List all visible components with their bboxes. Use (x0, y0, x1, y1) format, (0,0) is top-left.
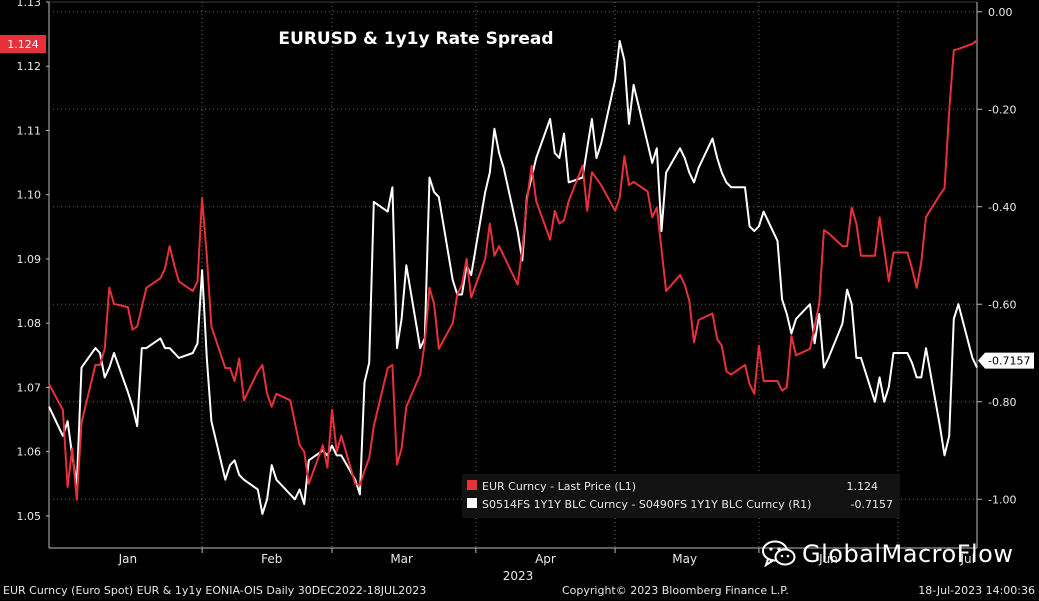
wechat-icon (762, 540, 796, 568)
x-tick-label: Mar (390, 552, 413, 566)
watermark-text: GlobalMacroFlow (802, 540, 1014, 568)
left-tick-label: 1.07 (17, 381, 42, 394)
left-tick-label: 1.08 (17, 317, 42, 330)
legend-value-eur: 1.124 (847, 480, 879, 493)
right-tick-label: -1.00 (988, 493, 1016, 506)
chart-title: EURUSD & 1y1y Rate Spread (278, 29, 553, 49)
right-tick-label: -0.40 (988, 201, 1016, 214)
x-axis-ticks: Jan Feb Mar Apr May Jun Jul (118, 548, 975, 566)
right-last-value: -0.7157 (988, 355, 1030, 368)
left-tick-label: 1.06 (17, 446, 42, 459)
footer-left: EUR Curncy (Euro Spot) EUR & 1y1y EONIA-… (3, 584, 427, 597)
right-tick-label: -0.20 (988, 103, 1016, 116)
legend-swatch-eur (467, 480, 477, 490)
left-tick-label: 1.10 (17, 189, 42, 202)
right-tick-label: -0.80 (988, 396, 1016, 409)
left-tick-label: 1.13 (17, 0, 42, 9)
right-tick-label: 0.00 (988, 6, 1013, 19)
series-line-eur (48, 39, 978, 501)
right-axis-ticks: -1.00 -0.80 -0.60 -0.40 -0.20 0.00 (977, 6, 1016, 506)
x-tick-label: Apr (535, 552, 556, 566)
legend-value-spread: -0.7157 (851, 498, 893, 511)
x-tick-label: Jul (959, 552, 974, 566)
x-axis-year-label: 2023 (503, 569, 534, 583)
legend-swatch-spread (467, 498, 477, 508)
footer-timestamp: 18-Jul-2023 14:00:36 (918, 584, 1035, 597)
watermark: GlobalMacroFlow (762, 540, 1013, 568)
legend: EUR Curncy - Last Price (L1) 1.124 S0514… (462, 474, 900, 518)
x-tick-label: May (672, 552, 697, 566)
left-tick-label: 1.09 (17, 253, 42, 266)
legend-label-spread: S0514FS 1Y1Y BLC Curncy - S0490FS 1Y1Y B… (482, 498, 811, 511)
legend-label-eur: EUR Curncy - Last Price (L1) (482, 480, 636, 493)
series-lines (48, 39, 978, 515)
right-last-value-badge: -0.7157 (978, 352, 1034, 369)
footer-copyright: Copyright© 2023 Bloomberg Finance L.P. (562, 584, 789, 597)
x-tick-label: Feb (261, 552, 282, 566)
right-tick-label: -0.60 (988, 298, 1016, 311)
left-last-value-badge: 1.124 (0, 35, 46, 53)
series-line-spread (48, 40, 978, 515)
left-tick-label: 1.12 (17, 60, 42, 73)
left-last-value: 1.124 (7, 38, 39, 51)
left-tick-label: 1.11 (17, 124, 42, 137)
left-axis-ticks: 1.05 1.06 1.07 1.08 1.09 1.10 1.11 1.12 1.13 (17, 0, 49, 523)
x-tick-label: Jan (118, 552, 138, 566)
left-tick-label: 1.05 (17, 510, 42, 523)
x-tick-label: Jun (818, 552, 838, 566)
